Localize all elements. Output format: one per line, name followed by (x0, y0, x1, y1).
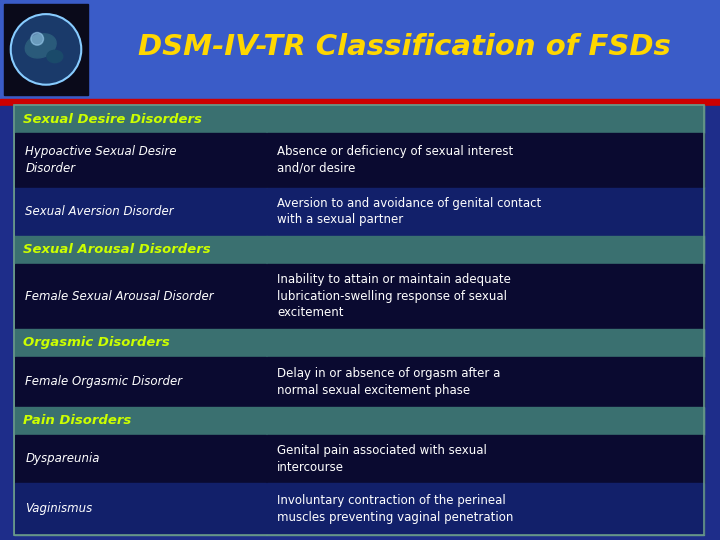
Text: Orgasmic Disorders: Orgasmic Disorders (23, 336, 170, 349)
Ellipse shape (47, 50, 63, 63)
Bar (0, 99, 720, 106)
Text: Vaginismus: Vaginismus (25, 502, 93, 515)
Bar (266, 187, 703, 235)
Bar (14, 105, 704, 535)
Text: Dyspareunia: Dyspareunia (25, 453, 100, 465)
Circle shape (31, 32, 43, 45)
Text: Pain Disorders: Pain Disorders (23, 414, 132, 427)
Bar (266, 357, 703, 407)
Text: Female Sexual Arousal Disorder: Female Sexual Arousal Disorder (25, 289, 214, 303)
Bar (14, 105, 704, 535)
Bar (14, 236, 704, 264)
Text: Genital pain associated with sexual
intercourse: Genital pain associated with sexual inte… (277, 444, 487, 474)
Ellipse shape (25, 34, 56, 58)
Bar (15, 435, 266, 483)
Text: Absence or deficiency of sexual interest
and/or desire: Absence or deficiency of sexual interest… (277, 145, 513, 175)
Bar (15, 133, 266, 187)
Text: DSM-IV-TR Classification of FSDs: DSM-IV-TR Classification of FSDs (138, 33, 670, 62)
Bar (266, 133, 703, 187)
Bar (14, 105, 704, 133)
Text: Sexual Aversion Disorder: Sexual Aversion Disorder (25, 205, 174, 218)
Bar (14, 329, 704, 356)
Text: Hypoactive Sexual Desire
Disorder: Hypoactive Sexual Desire Disorder (25, 145, 177, 175)
Bar (0, 0, 720, 99)
Text: Involuntary contraction of the perineal
muscles preventing vaginal penetration: Involuntary contraction of the perineal … (277, 494, 513, 524)
Bar (15, 187, 266, 235)
Text: Sexual Desire Disorders: Sexual Desire Disorders (23, 112, 202, 125)
Bar (0, 106, 720, 114)
Text: Aversion to and avoidance of genital contact
with a sexual partner: Aversion to and avoidance of genital con… (277, 197, 541, 226)
Circle shape (11, 14, 81, 85)
Text: Sexual Arousal Disorders: Sexual Arousal Disorders (23, 243, 211, 256)
Bar (4, 4, 88, 95)
Text: Female Orgasmic Disorder: Female Orgasmic Disorder (25, 375, 183, 388)
Bar (266, 435, 703, 483)
Text: Inability to attain or maintain adequate
lubrication-swelling response of sexual: Inability to attain or maintain adequate… (277, 273, 511, 319)
Bar (15, 483, 266, 534)
Bar (14, 407, 704, 434)
Bar (266, 483, 703, 534)
Bar (15, 264, 266, 329)
Text: Delay in or absence of orgasm after a
normal sexual excitement phase: Delay in or absence of orgasm after a no… (277, 367, 500, 396)
Bar (266, 264, 703, 329)
Bar (15, 357, 266, 407)
